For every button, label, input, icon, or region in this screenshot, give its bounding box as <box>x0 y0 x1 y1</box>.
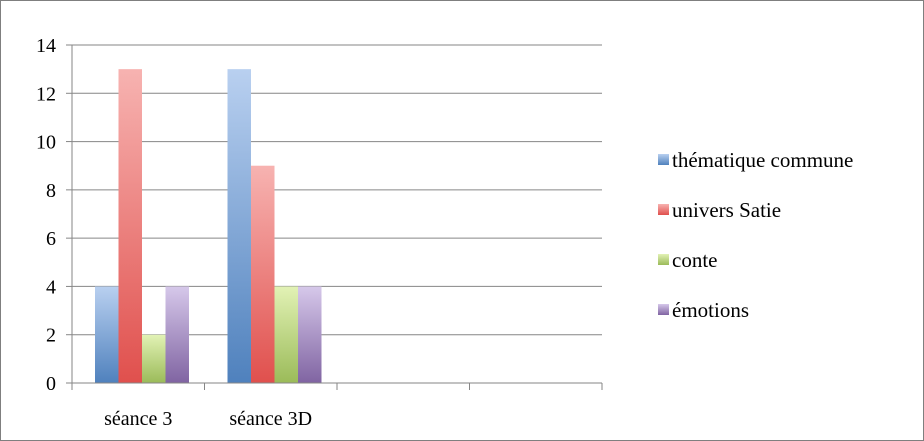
x-tick-label: séance 3 <box>104 408 172 430</box>
bar-émotions-1 <box>298 286 322 383</box>
legend-swatch <box>658 304 669 315</box>
y-tick-label: 2 <box>46 325 56 347</box>
bars <box>95 69 322 384</box>
legend: thématique commune univers Satie conte émot… <box>658 148 853 322</box>
y-tick-label: 0 <box>46 373 56 395</box>
bar-thématique-commune-0 <box>95 286 119 383</box>
legend-label: conte <box>672 248 717 272</box>
y-tick-label: 4 <box>46 276 56 298</box>
bar-émotions-0 <box>165 286 189 383</box>
bar-conte-1 <box>274 286 298 383</box>
x-axis-ticks: séance 3 séance 3D <box>104 408 312 430</box>
legend-swatch <box>658 204 669 215</box>
x-tick-label: séance 3D <box>229 408 312 430</box>
legend-label: thématique commune <box>672 148 853 172</box>
y-tick-label: 6 <box>46 228 56 250</box>
legend-swatch <box>658 254 669 265</box>
legend-label: émotions <box>672 298 749 322</box>
y-axis-ticks: 0 2 4 6 8 10 12 14 <box>36 35 56 395</box>
bar-univers-Satie-0 <box>118 69 142 384</box>
y-tick-label: 12 <box>36 83 56 105</box>
bar-univers-Satie-1 <box>251 165 275 383</box>
gridlines <box>72 44 602 384</box>
bar-thématique-commune-1 <box>227 69 251 384</box>
y-tick-label: 10 <box>36 132 56 154</box>
y-tick-label: 14 <box>36 35 56 57</box>
legend-swatch <box>658 154 669 165</box>
axes <box>66 44 603 390</box>
bar-conte-0 <box>142 334 166 383</box>
y-tick-label: 8 <box>46 180 56 202</box>
legend-label: univers Satie <box>672 198 781 222</box>
